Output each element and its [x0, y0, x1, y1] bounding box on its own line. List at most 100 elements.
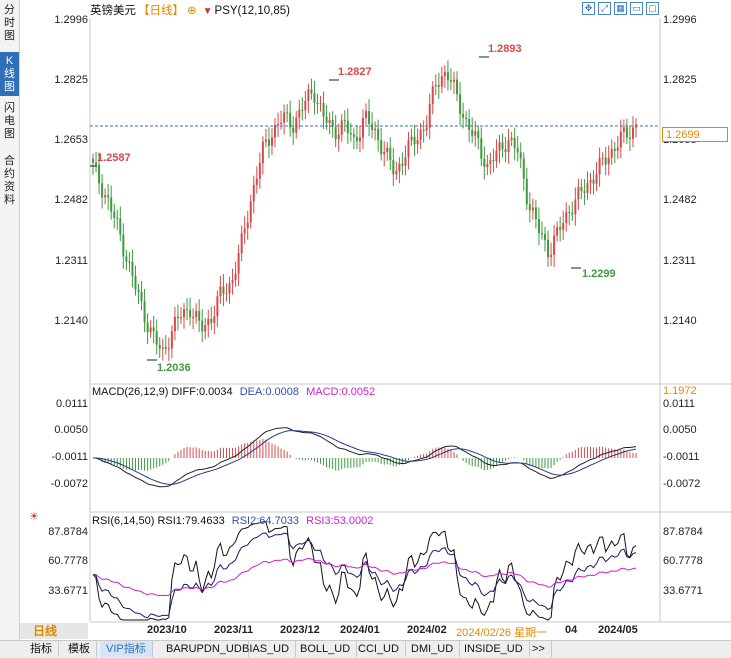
candle-body — [158, 344, 161, 349]
sidebar-char: 分 — [4, 4, 15, 16]
candle-body — [125, 256, 128, 262]
indicator-tab-bar: 指标 模板 VIP指标 BARUPDN_UD BIAS_UD BOLL_UD C… — [0, 640, 731, 658]
expand-icon[interactable]: ⤢ — [598, 2, 611, 15]
candle-body — [252, 185, 255, 202]
candle-body — [325, 116, 328, 123]
candle-body — [534, 207, 537, 220]
candle-body — [101, 183, 104, 198]
date-label: 2024/02 — [407, 624, 447, 636]
candle-body — [246, 222, 249, 229]
candle-body — [267, 139, 270, 146]
macd-diff-label: DIFF:0.0034 — [171, 386, 233, 398]
candle-body — [434, 85, 437, 87]
sidebar-item-timeshare[interactable]: 分 时 图 — [0, 4, 19, 43]
tab-boll[interactable]: BOLL_UD — [294, 641, 358, 657]
candle-body — [274, 124, 277, 138]
candle-body — [277, 124, 280, 126]
rsi3-label: RSI3:53.0002 — [306, 515, 374, 527]
candle-body — [577, 186, 580, 200]
period-label[interactable]: 【日线】 — [138, 5, 184, 17]
sidebar-char: 约 — [4, 168, 15, 180]
candle-body — [107, 195, 110, 198]
layout-icon[interactable]: ▦ — [614, 2, 627, 15]
rsi-title[interactable]: RSI(6,14,50) — [92, 515, 155, 527]
candle-body — [352, 134, 355, 137]
left-axis-label: 1.2140 — [54, 315, 88, 327]
candle-body — [459, 94, 462, 114]
candle-body — [340, 120, 343, 135]
candle-body — [416, 139, 419, 145]
candle-body — [361, 118, 364, 138]
candle-body — [183, 309, 186, 318]
candle-body — [380, 140, 383, 155]
sidebar-char: 资 — [4, 181, 15, 193]
candle-body — [395, 171, 398, 175]
candle-body — [559, 226, 562, 230]
period-tab[interactable]: 日线 — [20, 623, 88, 639]
sidebar-item-kline[interactable]: K 线 图 — [0, 52, 19, 96]
candle-body — [283, 112, 286, 123]
tab-more[interactable]: >> — [526, 641, 552, 657]
candle-body — [113, 211, 116, 218]
macd-value-label: MACD:0.0052 — [306, 386, 376, 398]
candle-body — [610, 148, 613, 158]
chart-toolbar: ✥ ⤢ ▦ ▭ ▢ — [579, 2, 659, 15]
candle-body — [507, 139, 510, 153]
candle-body — [195, 310, 198, 317]
candle-body — [255, 178, 258, 186]
tab-cci[interactable]: CCI_UD — [352, 641, 406, 657]
candle-body — [440, 76, 443, 87]
tab-vip-indicator[interactable]: VIP指标 — [100, 641, 153, 657]
candle-body — [456, 79, 459, 95]
candle-body — [189, 309, 192, 318]
date-label: 2023/10 — [147, 624, 187, 636]
tab-inside[interactable]: INSIDE_UD — [458, 641, 530, 657]
tab-bias[interactable]: BIAS_UD — [236, 641, 297, 657]
tab-template[interactable]: 模板 — [62, 641, 97, 657]
candle-body — [540, 233, 543, 235]
candle-body — [516, 148, 519, 153]
macd-dea-line — [93, 430, 637, 485]
tab-dmi[interactable]: DMI_UD — [405, 641, 461, 657]
candle-body — [98, 164, 101, 184]
sidebar-item-flash[interactable]: 闪 电 图 — [0, 102, 19, 141]
candle-body — [343, 120, 346, 122]
candle-body — [186, 309, 189, 311]
candle-body — [365, 111, 368, 119]
candle-body — [465, 117, 468, 120]
macd-right-axis: 0.0111 — [663, 398, 696, 410]
candle-body — [601, 157, 604, 159]
candle-body — [586, 182, 589, 193]
sidebar-char: 闪 — [4, 102, 15, 114]
tab-indicator[interactable]: 指标 — [24, 641, 59, 657]
candle-body — [110, 197, 113, 212]
macd-histogram — [95, 439, 637, 471]
candle-body — [580, 186, 583, 192]
cursor-date-label: 2024/02/26 星期一 — [456, 627, 548, 639]
move-icon[interactable]: ✥ — [582, 2, 595, 15]
candle-body — [270, 137, 273, 146]
sidebar-item-contract[interactable]: 合 约 资 料 — [0, 155, 19, 207]
rsi-title-bar: RSI(6,14,50) RSI1:79.4633 RSI2:64.7033 R… — [92, 515, 373, 527]
candle-body — [510, 137, 513, 140]
close-icon[interactable]: ▢ — [646, 2, 659, 15]
candle-body — [301, 109, 304, 111]
candle-body — [531, 207, 534, 211]
indicator-down-icon[interactable]: ▼ — [202, 6, 213, 17]
sidebar-char: 合 — [4, 155, 15, 167]
annotation-high1: 1.2827 — [338, 66, 372, 78]
tab-barupdn[interactable]: BARUPDN_UD — [160, 641, 249, 657]
indicator-label[interactable]: PSY(12,10,85) — [214, 5, 290, 17]
candle-body — [292, 127, 295, 133]
candle-body — [631, 127, 634, 139]
candle-body — [504, 149, 507, 153]
candle-body — [298, 109, 301, 118]
candle-body — [313, 93, 316, 103]
minimize-icon[interactable]: ▭ — [630, 2, 643, 15]
add-overlay-icon[interactable]: ⊕ — [187, 5, 197, 17]
chart-canvas[interactable]: ☀ — [0, 0, 731, 640]
candle-body — [568, 211, 571, 213]
annotation-high2: 1.2893 — [488, 43, 522, 55]
macd-title[interactable]: MACD(26,12,9) — [92, 386, 169, 398]
sidebar-char: 料 — [4, 194, 15, 206]
